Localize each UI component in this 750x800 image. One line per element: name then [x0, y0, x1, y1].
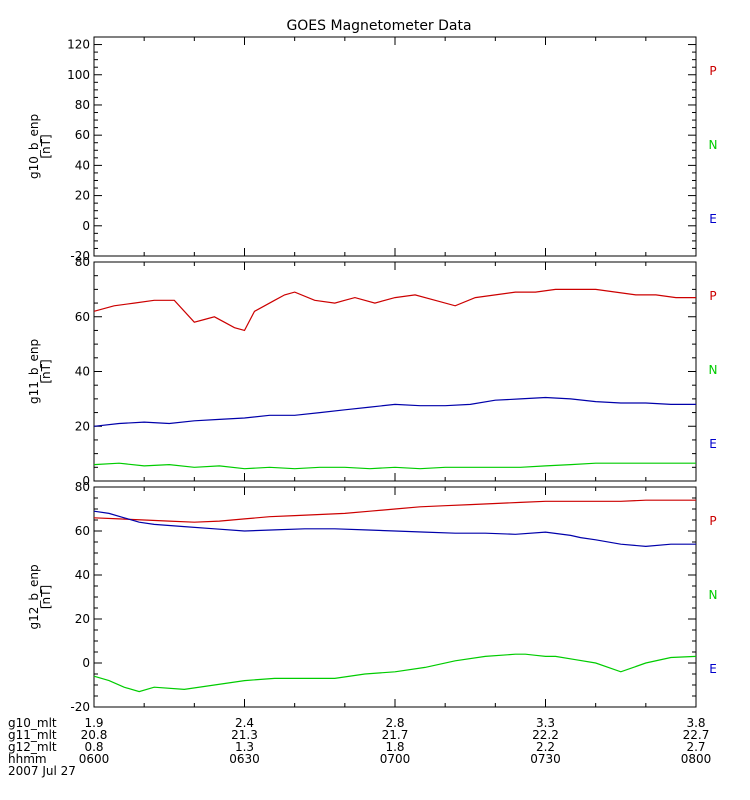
- y-tick-label: 20: [75, 189, 90, 203]
- x-row-value: 20.8: [81, 728, 108, 742]
- y-tick-label: 40: [75, 158, 90, 172]
- x-row-value: 3.3: [536, 716, 555, 730]
- plot-frame: [93, 261, 697, 482]
- legend-n: N: [709, 588, 718, 602]
- y-tick-label: 40: [75, 365, 90, 379]
- chart-title: GOES Magnetometer Data: [286, 18, 471, 34]
- x-row-label: hhmm: [8, 752, 47, 766]
- x-row-value: 2.7: [686, 740, 705, 754]
- x-row-value: 2.8: [385, 716, 404, 730]
- panel-2: 0 20 40 60 80 g11_b_enp[nT] P N E: [27, 255, 717, 488]
- x-row-value: 21.3: [231, 728, 258, 742]
- y-tick-label: 80: [75, 255, 90, 269]
- y-tick-label: 0: [82, 219, 90, 233]
- plot-frame: [93, 36, 697, 257]
- y-axis-unit: [nT]: [39, 585, 53, 609]
- x-row-value: 22.7: [683, 728, 710, 742]
- y-tick-label: 80: [75, 98, 90, 112]
- series-line-p: [93, 499, 696, 523]
- legend-p: P: [709, 289, 716, 303]
- x-row-value: 2.2: [536, 740, 555, 754]
- y-tick-label: 120: [67, 38, 90, 52]
- y-tick-label: 40: [75, 568, 90, 582]
- legend-e: E: [709, 662, 717, 676]
- x-row-value: 0.8: [84, 740, 103, 754]
- y-axis-unit: [nT]: [39, 359, 53, 383]
- y-tick-label: -20: [70, 249, 90, 263]
- plot-frame: [93, 486, 697, 708]
- panel-3: -20 0 20 40 60 80 g12_b_enp[nT] P N E: [27, 480, 717, 714]
- series-line-p: [93, 288, 696, 332]
- series-line-e: [93, 510, 696, 548]
- x-row-label: g11_mlt: [8, 728, 57, 742]
- x-row-label: g10_mlt: [8, 716, 57, 730]
- y-axis-label: g11_b_enp: [27, 339, 41, 404]
- y-tick-label: 0: [82, 656, 90, 670]
- y-tick-label: 60: [75, 524, 90, 538]
- y-tick-label: 100: [67, 68, 90, 82]
- x-row-label: g12_mlt: [8, 740, 57, 754]
- x-row-value: 0800: [681, 752, 712, 766]
- series-line-n: [93, 462, 696, 470]
- x-row-value: 1.3: [235, 740, 254, 754]
- legend-n: N: [709, 138, 718, 152]
- x-row-value: 0600: [79, 752, 110, 766]
- legend-e: E: [709, 212, 717, 226]
- y-axis-unit: [nT]: [39, 134, 53, 158]
- x-row-value: 22.2: [532, 728, 559, 742]
- y-tick-label: 60: [75, 310, 90, 324]
- y-axis-label: g12_b_enp: [27, 564, 41, 629]
- y-tick-label: -20: [70, 700, 90, 714]
- panel-1: -20 0 20 40 60 80 100 120 g10_b_enp[nT] P N E: [27, 36, 718, 263]
- y-tick-label: 20: [75, 419, 90, 433]
- legend-p: P: [709, 64, 716, 78]
- series-line-n: [93, 653, 697, 693]
- x-row-value: 1.8: [385, 740, 404, 754]
- legend-n: N: [709, 363, 718, 377]
- x-row-value: 0700: [380, 752, 411, 766]
- legend-p: P: [709, 514, 716, 528]
- legend-e: E: [709, 437, 717, 451]
- x-row-value: 2.4: [235, 716, 254, 730]
- y-tick-label: 20: [75, 612, 90, 626]
- x-row-value: 0630: [229, 752, 260, 766]
- x-row-value: 0730: [530, 752, 561, 766]
- x-axis-date: 2007 Jul 27: [8, 764, 76, 778]
- y-tick-label: 60: [75, 128, 90, 142]
- series-line-e: [93, 396, 696, 427]
- y-tick-label: 80: [75, 480, 90, 494]
- x-row-value: 3.8: [686, 716, 705, 730]
- x-row-value: 1.9: [84, 716, 103, 730]
- y-axis-label: g10_b_enp: [27, 114, 41, 179]
- x-row-value: 21.7: [382, 728, 409, 742]
- y-tick-label: 0: [82, 474, 90, 488]
